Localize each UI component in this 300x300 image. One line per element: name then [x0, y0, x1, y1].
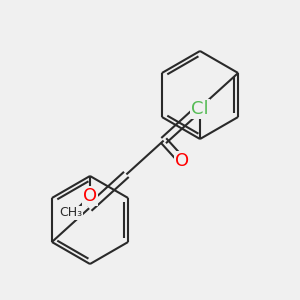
Text: Cl: Cl — [191, 100, 209, 118]
Text: O: O — [176, 152, 190, 170]
Text: O: O — [83, 187, 97, 205]
Text: CH₃: CH₃ — [59, 206, 83, 220]
